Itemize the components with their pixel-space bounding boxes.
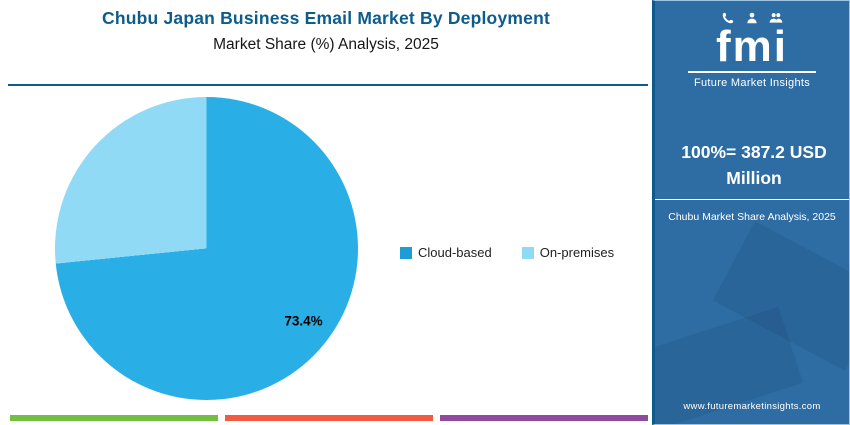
legend-item-on-premises: On-premises bbox=[521, 245, 615, 260]
chart-header: Chubu Japan Business Email Market By Dep… bbox=[0, 8, 652, 54]
legend-label-on-premises: On-premises bbox=[539, 245, 615, 260]
legend-swatch-on-premises bbox=[521, 246, 534, 259]
footer-bar-purple bbox=[440, 415, 648, 421]
logo-wordmark: fmi bbox=[716, 22, 788, 71]
footer-color-bars bbox=[10, 415, 648, 421]
sidebar-divider bbox=[655, 199, 849, 200]
footer-bar-orange bbox=[225, 415, 433, 421]
footer-bar-green bbox=[10, 415, 218, 421]
legend-swatch-cloud-based bbox=[400, 246, 412, 259]
fmi-logo: fmi Future Market Insights bbox=[655, 9, 849, 89]
person-headset-icon bbox=[745, 11, 759, 25]
market-size-headline: 100%= 387.2 USD Million bbox=[681, 142, 827, 189]
title-underline bbox=[8, 84, 648, 86]
legend-item-cloud-based: Cloud-based bbox=[400, 245, 492, 260]
logo-icon-row bbox=[655, 9, 849, 25]
pie-chart-container: 73.4% bbox=[55, 97, 358, 400]
sidebar-caption: Chubu Market Share Analysis, 2025 bbox=[668, 211, 836, 223]
people-icon bbox=[769, 11, 783, 25]
chart-panel: Chubu Japan Business Email Market By Dep… bbox=[0, 8, 652, 421]
pie-chart bbox=[55, 97, 358, 400]
logo-underline bbox=[688, 71, 816, 73]
website-link[interactable]: www.futuremarketinsights.com bbox=[683, 401, 821, 412]
legend-label-cloud-based: Cloud-based bbox=[418, 245, 492, 260]
sidebar: fmi Future Market Insights 100%= 387.2 U… bbox=[652, 0, 850, 425]
chart-subtitle: Market Share (%) Analysis, 2025 bbox=[213, 36, 439, 53]
phone-icon bbox=[721, 11, 735, 25]
pie-data-label: 73.4% bbox=[284, 313, 323, 329]
chart-title: Chubu Japan Business Email Market By Dep… bbox=[102, 8, 550, 28]
chart-legend: Cloud-based On-premises bbox=[400, 245, 614, 260]
logo-tagline: Future Market Insights bbox=[693, 77, 811, 89]
